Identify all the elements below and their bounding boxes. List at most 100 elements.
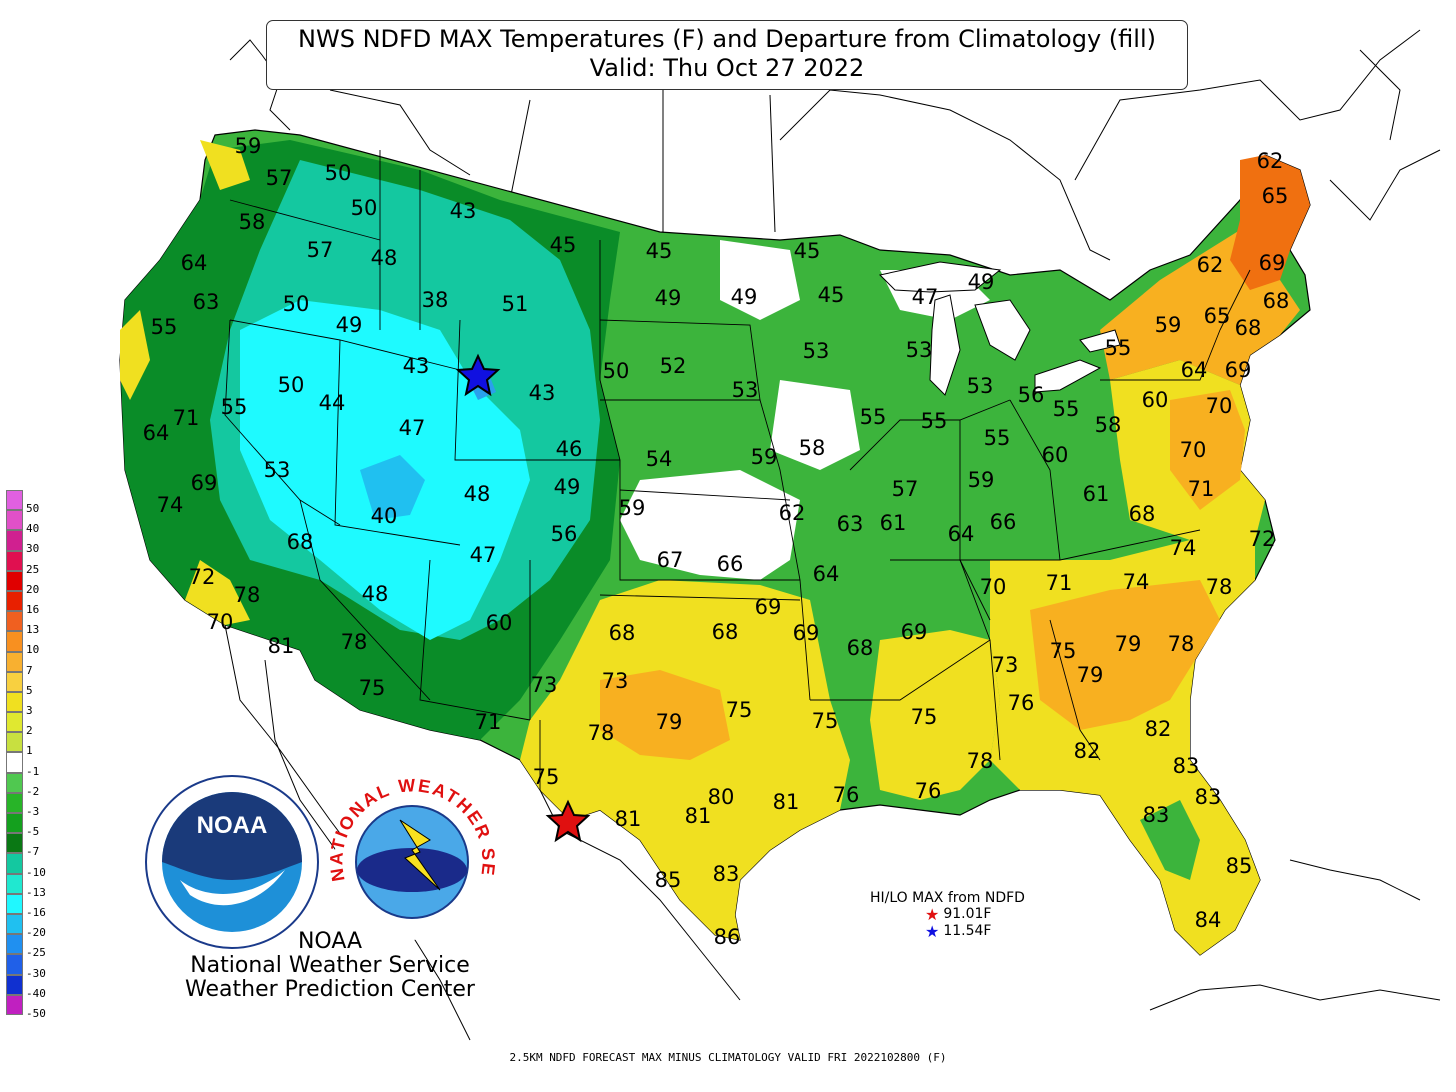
temp-label: 49 — [654, 286, 682, 310]
temp-label: 73 — [601, 669, 629, 693]
legend-swatch — [6, 611, 23, 632]
legend-swatch — [6, 631, 23, 652]
temp-label: 73 — [991, 653, 1019, 677]
footer-caption: 2.5KM NDFD FORECAST MAX MINUS CLIMATOLOG… — [509, 1051, 947, 1064]
temp-label: 52 — [659, 354, 687, 378]
temp-label: 75 — [532, 765, 560, 789]
map-title: NWS NDFD MAX Temperatures (F) and Depart… — [266, 20, 1188, 90]
temp-label: 46 — [555, 437, 583, 461]
legend-label: -2 — [26, 784, 40, 798]
legend-label: 5 — [26, 683, 33, 697]
temp-label: 78 — [340, 630, 368, 654]
temp-label: 69 — [900, 620, 928, 644]
temp-label: 75 — [910, 705, 938, 729]
org-line-1: NOAA — [297, 929, 363, 954]
temp-label: 83 — [712, 862, 740, 886]
temp-label: 66 — [989, 510, 1017, 534]
temp-label: 57 — [265, 166, 293, 190]
temp-label: 55 — [220, 395, 248, 419]
canada-outline — [229, 29, 1441, 1011]
temp-label: 64 — [142, 421, 170, 445]
legend-swatch — [6, 934, 23, 955]
temp-label: 62 — [1196, 253, 1224, 277]
temp-label: 69 — [792, 621, 820, 645]
legend-swatch — [6, 510, 23, 531]
temp-label: 55 — [1052, 397, 1080, 421]
temp-label: 58 — [238, 210, 266, 234]
temp-label: 43 — [528, 381, 556, 405]
lo-value: 11.54F — [943, 923, 992, 939]
temp-label: 81 — [684, 804, 712, 828]
temp-label: 70 — [206, 610, 234, 634]
legend-swatch — [6, 490, 23, 511]
temp-label: 75 — [358, 676, 386, 700]
temp-label: 76 — [1007, 691, 1035, 715]
legend-swatch — [6, 954, 23, 975]
temp-label: 66 — [716, 552, 744, 576]
legend-label: -16 — [26, 906, 46, 919]
lo-max-star — [455, 353, 501, 397]
legend-label: -25 — [26, 946, 46, 960]
legend-swatch — [6, 671, 23, 692]
temp-label: 78 — [1205, 575, 1233, 599]
temp-label: 71 — [1045, 571, 1073, 595]
temp-label: 49 — [553, 475, 581, 499]
temp-label: 48 — [463, 482, 491, 506]
legend-label: 16 — [26, 603, 40, 616]
temp-label: 55 — [859, 405, 887, 429]
temp-label: 74 — [1169, 536, 1197, 560]
temp-label: 85 — [654, 868, 682, 892]
temp-label: 74 — [1122, 570, 1150, 594]
legend-label: 3 — [26, 704, 33, 717]
temp-label: 55 — [150, 315, 178, 339]
temp-label: 61 — [1082, 482, 1110, 506]
temp-label: 51 — [501, 292, 529, 316]
legend-swatch — [6, 833, 23, 854]
temp-label: 43 — [402, 354, 430, 378]
temp-label: 49 — [967, 270, 995, 294]
legend-swatch — [6, 651, 23, 672]
temp-label: 58 — [798, 436, 826, 460]
legend-swatch — [6, 570, 23, 591]
temp-label: 67 — [656, 548, 684, 572]
legend-label: 13 — [26, 623, 40, 637]
temp-label: 70 — [1179, 438, 1207, 462]
temp-label: 81 — [772, 790, 800, 814]
temp-label: 50 — [277, 373, 305, 397]
legend-swatch — [6, 712, 23, 733]
temp-label: 65 — [1203, 304, 1231, 328]
temp-label: 58 — [1094, 413, 1122, 437]
temp-label: 53 — [731, 378, 759, 402]
temp-label: 44 — [318, 391, 346, 415]
hi-star-icon: ★ — [925, 905, 940, 924]
temp-label: 65 — [1261, 184, 1289, 208]
legend-swatch — [6, 994, 23, 1015]
temp-label: 68 — [711, 620, 739, 644]
temp-label: 78 — [587, 721, 615, 745]
temp-label: 78 — [1167, 632, 1195, 656]
temp-label: 59 — [750, 445, 778, 469]
temp-label: 79 — [655, 710, 683, 734]
temp-label: 84 — [1194, 908, 1222, 932]
temp-label: 55 — [983, 426, 1011, 450]
temp-label: 82 — [1144, 717, 1172, 741]
temp-label: 55 — [1104, 336, 1132, 360]
temp-label: 71 — [474, 710, 502, 734]
legend-label: 50 — [26, 502, 40, 515]
temp-label: 61 — [879, 511, 907, 535]
temp-label: 43 — [449, 199, 477, 223]
legend-swatch — [6, 873, 23, 894]
temp-label: 57 — [891, 477, 919, 501]
temp-label: 68 — [1128, 502, 1156, 526]
great-lakes — [878, 261, 1121, 396]
temp-label: 68 — [1234, 316, 1262, 340]
temp-label: 47 — [398, 416, 426, 440]
temp-label: 59 — [967, 468, 995, 492]
legend-label: -10 — [26, 865, 46, 879]
legend-label: -30 — [26, 966, 46, 980]
color-legend — [6, 490, 23, 1015]
org-credit: NOAA National Weather Service Weather Pr… — [150, 930, 510, 1002]
temp-label: 45 — [817, 283, 845, 307]
legend-label: 20 — [26, 582, 40, 596]
